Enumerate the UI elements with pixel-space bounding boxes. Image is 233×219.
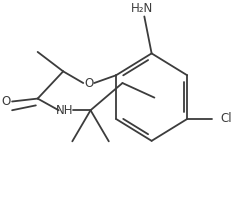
Text: NH: NH (56, 104, 74, 117)
Text: Cl: Cl (220, 113, 232, 125)
Text: H₂N: H₂N (131, 2, 154, 15)
Text: O: O (1, 95, 10, 108)
Text: O: O (84, 76, 93, 90)
